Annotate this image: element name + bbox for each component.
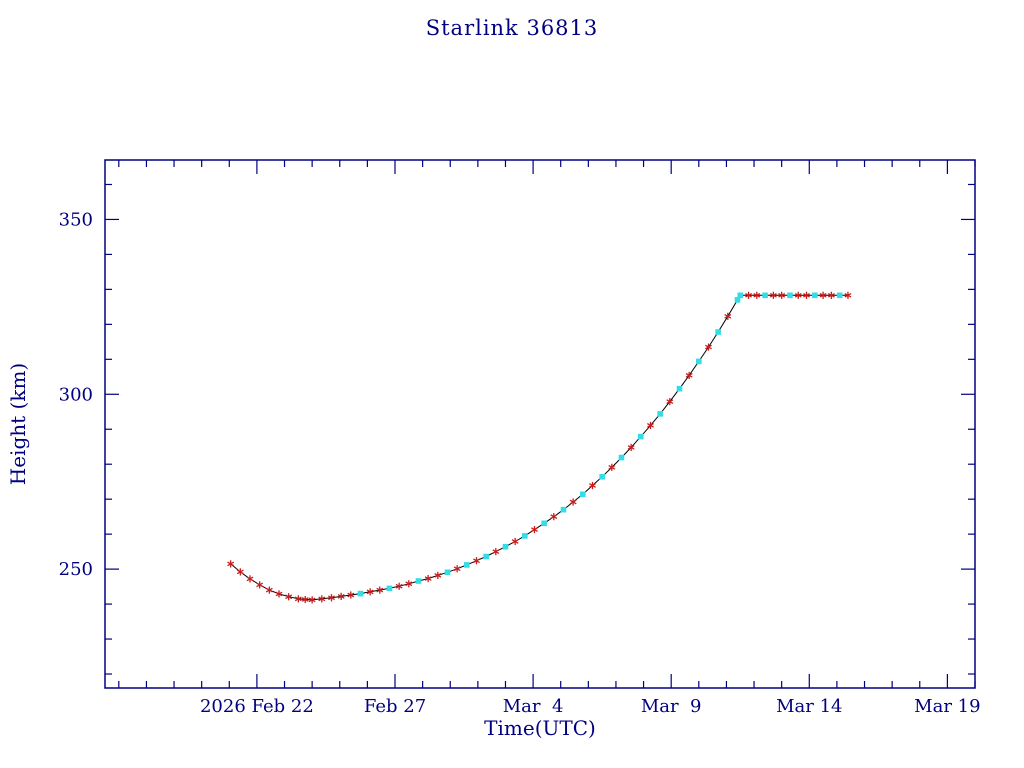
red-asterisk-marker [550,514,558,520]
red-asterisk-marker [666,399,674,404]
red-asterisk-marker [753,292,761,298]
cyan-square-marker [618,454,625,461]
cyan-square-marker [483,553,489,560]
red-asterisk-marker [285,594,293,600]
red-asterisk-marker [627,445,635,450]
red-asterisk-marker [246,576,254,582]
red-asterisk-marker [256,582,264,588]
red-asterisk-marker [705,344,712,350]
y-tick-label: 250 [59,559,93,580]
red-asterisk-marker [819,292,827,298]
red-asterisk-marker [803,292,810,298]
cyan-square-marker [638,433,644,440]
cyan-square-marker [787,292,793,299]
cyan-square-marker [415,578,422,584]
plot-frame [104,159,976,689]
cyan-square-marker [560,506,567,513]
red-asterisk-marker [531,527,538,532]
red-asterisk-marker [724,313,732,319]
red-asterisk-marker [376,587,384,593]
red-asterisk-marker [827,292,835,298]
cyan-square-marker [657,411,663,417]
red-asterisk-marker [589,483,596,488]
red-asterisk-marker [294,596,302,602]
red-asterisk-marker [301,597,309,602]
cyan-square-marker [464,562,470,568]
y-tick-label: 350 [59,209,93,230]
cyan-square-marker [599,474,605,480]
red-asterisk-marker [778,292,786,298]
red-asterisk-marker [685,373,693,378]
red-asterisk-marker [569,499,577,505]
chart-title: Starlink 36813 [425,16,599,40]
red-asterisk-marker [844,292,852,298]
red-asterisk-marker [347,592,355,598]
red-asterisk-marker [318,596,326,602]
red-asterisk-marker [308,597,316,603]
cyan-square-marker [737,292,744,299]
red-asterisk-marker [647,423,654,428]
cyan-square-marker [357,590,364,597]
cyan-square-marker [522,533,528,539]
red-asterisk-marker [395,583,403,589]
cyan-square-marker [386,585,393,592]
red-asterisk-marker [511,539,519,544]
x-tick-label: Mar 9 [641,696,702,717]
cyan-square-marker [762,292,768,299]
y-tick-label: 300 [59,384,93,405]
cyan-square-marker [836,292,843,299]
red-asterisk-marker [453,566,461,572]
cyan-square-marker [715,329,721,335]
x-tick-label: Mar 19 [914,696,980,717]
x-axis-label: Time(UTC) [484,716,596,740]
x-tick-label: Mar 14 [776,696,842,717]
red-asterisk-marker [275,591,283,597]
red-asterisk-marker [328,595,335,601]
red-asterisk-marker [337,594,345,599]
red-asterisk-marker [424,576,432,581]
red-asterisk-marker [794,292,802,298]
red-asterisk-marker [492,549,500,554]
x-tick-label: Mar 4 [503,696,564,717]
red-asterisk-marker [405,581,413,587]
cyan-square-marker [812,292,818,299]
cyan-square-marker [541,520,547,527]
cyan-square-marker [734,297,741,303]
cyan-square-marker [676,385,683,392]
x-tick-label: Feb 27 [364,696,426,717]
cyan-square-marker [502,543,509,550]
height-series-line [230,294,848,601]
cyan-square-marker [444,569,451,576]
red-asterisk-marker [366,589,374,595]
cyan-square-marker [696,358,702,365]
red-asterisk-marker [473,558,480,564]
red-asterisk-marker [769,292,777,298]
red-asterisk-marker [227,561,235,567]
red-asterisk-marker [745,292,752,298]
cyan-square-marker [580,491,586,498]
red-asterisk-marker [265,587,273,593]
red-asterisk-marker [434,573,442,578]
x-tick-label: 2026 Feb 22 [200,696,314,717]
red-asterisk-marker [236,569,244,575]
red-asterisk-marker [608,464,616,470]
